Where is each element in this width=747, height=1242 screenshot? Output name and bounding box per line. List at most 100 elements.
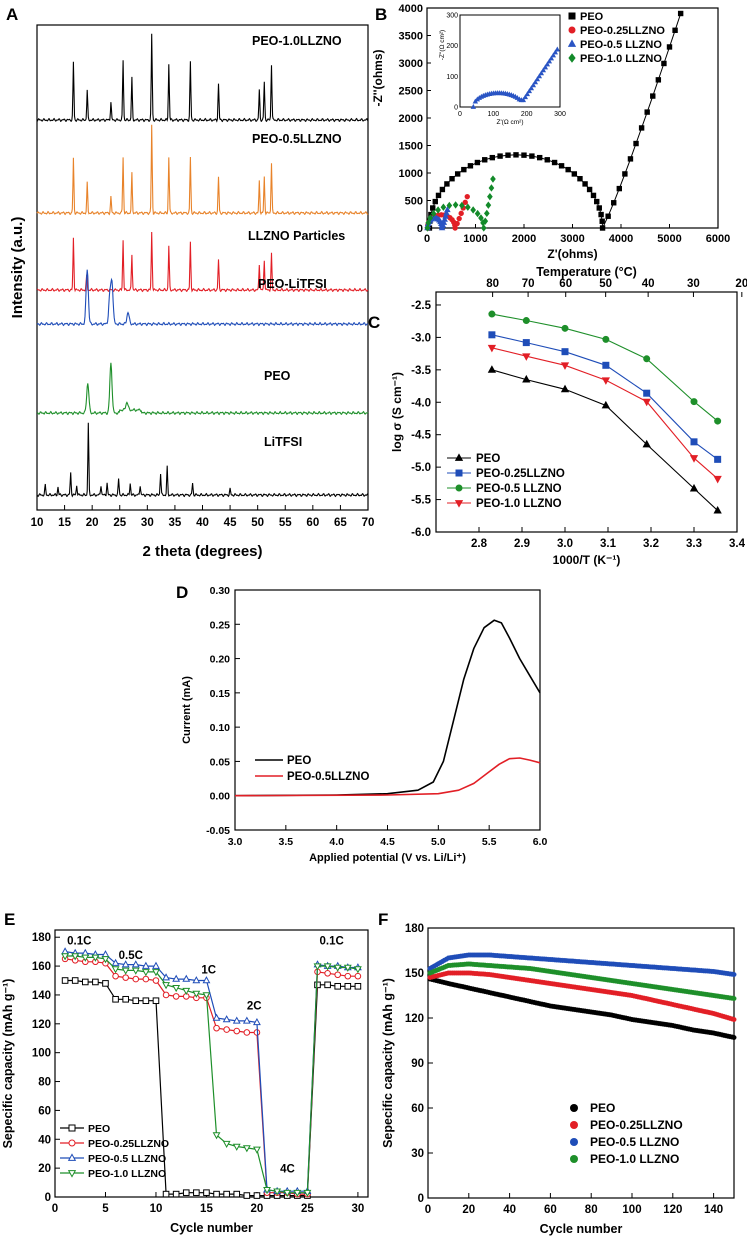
- panel-e-point: [242, 1145, 251, 1153]
- panel-b-series-3: [424, 175, 496, 232]
- panel-b-point: [478, 214, 484, 222]
- panel-d-ytick-label: 0.10: [210, 722, 231, 734]
- panel-e-point: [131, 967, 140, 975]
- panel-a-label-5: LiTFSI: [264, 435, 302, 449]
- panel-f-ytick-label: 180: [405, 923, 424, 935]
- panel-f-series-1: [427, 970, 737, 1023]
- panel-b-point: [666, 44, 673, 50]
- panel-e-point: [122, 995, 129, 1003]
- panel-c-point: [560, 362, 570, 370]
- panel-e-legend-marker-3: [67, 1170, 77, 1178]
- panel-a-label-0: PEO-1.0LLZNO: [252, 34, 342, 48]
- panel-b-point: [497, 153, 503, 159]
- panel-b-point: [446, 201, 453, 210]
- panel-b-point: [464, 193, 470, 200]
- panel-b-point: [424, 224, 431, 232]
- panel-d-xtick-label: 6.0: [533, 836, 548, 848]
- panel-b-ytick-label: 0: [417, 223, 423, 235]
- panel-e-point: [324, 969, 331, 977]
- panel-d-legend-0: PEO: [287, 755, 311, 767]
- panel-c-legend-1: PEO-0.25LLZNO: [476, 468, 565, 480]
- panel-f-xtick-label: 120: [663, 1204, 682, 1216]
- panel-c-legend-marker-2: [455, 484, 463, 492]
- panel-b-inset-series: [470, 46, 561, 109]
- panel-e-annotation-2: 1C: [201, 964, 216, 976]
- panel-d-xtick-label: 4.0: [329, 836, 344, 848]
- panel-c-point: [713, 505, 722, 514]
- panel-b-point: [661, 60, 667, 67]
- panel-e-point: [253, 1017, 261, 1026]
- panel-c-point: [689, 483, 699, 492]
- panel-b-inset-point: [542, 64, 549, 70]
- panel-e-point: [121, 960, 130, 968]
- panel-e-point: [61, 947, 70, 955]
- panel-f-legend-marker-2: [570, 1138, 578, 1146]
- panel-e-point: [202, 992, 211, 1000]
- panel-a-xtick-label: 65: [334, 517, 347, 529]
- panel-e-point: [232, 1143, 241, 1151]
- panel-b-point: [677, 10, 684, 17]
- panel-b-point: [435, 192, 442, 199]
- panel-b-point: [633, 140, 639, 147]
- panel-e-point: [232, 1016, 241, 1024]
- panel-e-point: [242, 1016, 251, 1024]
- panel-c-point: [690, 438, 698, 446]
- panel-f-ylabel: Sepecific capacity (mAh g⁻¹): [381, 978, 395, 1148]
- panel-e-point: [132, 975, 140, 983]
- panel-b-point: [582, 181, 588, 187]
- panel-f-xtick-label: 40: [503, 1204, 516, 1216]
- panel-c-point: [643, 389, 651, 397]
- panel-e-point: [172, 974, 181, 982]
- panel-b-point: [452, 225, 458, 231]
- panel-b-inset-ylabel: -Z''(Ω cm²): [439, 30, 446, 60]
- panel-e-point: [212, 1132, 221, 1140]
- panel-e-point: [192, 990, 201, 998]
- panel-f-ytick-label: 0: [418, 1193, 424, 1205]
- panel-b-point: [452, 201, 459, 209]
- panel-a-series-2: [36, 231, 369, 293]
- panel-e-point: [112, 972, 119, 980]
- panel-e-point: [91, 954, 100, 962]
- panel-e-point: [223, 1026, 230, 1033]
- panel-e-point: [162, 982, 170, 990]
- panel-a-xtick-label: 15: [58, 517, 71, 529]
- panel-c-point: [488, 310, 496, 318]
- panel-c-xtick-label: 3.4: [729, 538, 746, 550]
- panel-c-point: [522, 339, 530, 347]
- panel-e-xtick-label: 5: [102, 1203, 109, 1215]
- panel-d-ytick-label: 0.30: [210, 585, 231, 597]
- panel-c-top-tick-label: 70: [522, 278, 535, 290]
- panel-a-xtick-label: 30: [141, 517, 154, 529]
- panel-e-point: [353, 966, 362, 974]
- panel-d-ytick-label: 0.05: [210, 756, 231, 768]
- panel-b-inset-xtick: 100: [487, 111, 499, 118]
- panel-c-point: [560, 384, 570, 393]
- panel-c-ylabel: log σ (S cm⁻¹): [390, 372, 404, 452]
- panel-b-ytick-label: 1000: [399, 168, 423, 180]
- panel-b-point: [449, 176, 455, 182]
- panel-c-point: [522, 374, 531, 383]
- panel-e-legend-1: PEO-0.25LLZNO: [88, 1138, 169, 1150]
- panel-d-xlabel: Applied potential (V vs. Li/Li⁺): [309, 852, 466, 864]
- panel-c-point: [601, 377, 610, 385]
- panel-f-xlabel: Cycle number: [540, 1222, 623, 1236]
- panel-c-xtick-label: 3.1: [600, 538, 617, 550]
- panel-b-inset-point: [524, 91, 531, 97]
- panel-b-point: [482, 157, 488, 163]
- panel-f-ytick-label: 60: [411, 1103, 424, 1115]
- panel-c-letter: C: [368, 313, 380, 332]
- panel-e-ytick-label: 100: [32, 1048, 51, 1060]
- panel-e-point: [162, 973, 170, 981]
- panel-b-ytick-label: 2000: [399, 113, 423, 125]
- panel-b-point: [638, 125, 645, 131]
- panel-b-point: [443, 209, 450, 216]
- panel-c-point: [522, 353, 531, 361]
- panel-e-annotation-0: 0.1C: [67, 935, 91, 947]
- panel-b-point: [599, 225, 606, 231]
- panel-b-inset-xlabel: Z'(Ω cm²): [496, 119, 523, 126]
- panel-f-letter: F: [378, 910, 388, 929]
- panel-e-legend-0: PEO: [88, 1123, 110, 1135]
- panel-d-xtick-label: 3.0: [228, 836, 243, 848]
- panel-e-xtick-label: 20: [251, 1203, 264, 1215]
- panel-c-series-1: [488, 331, 722, 463]
